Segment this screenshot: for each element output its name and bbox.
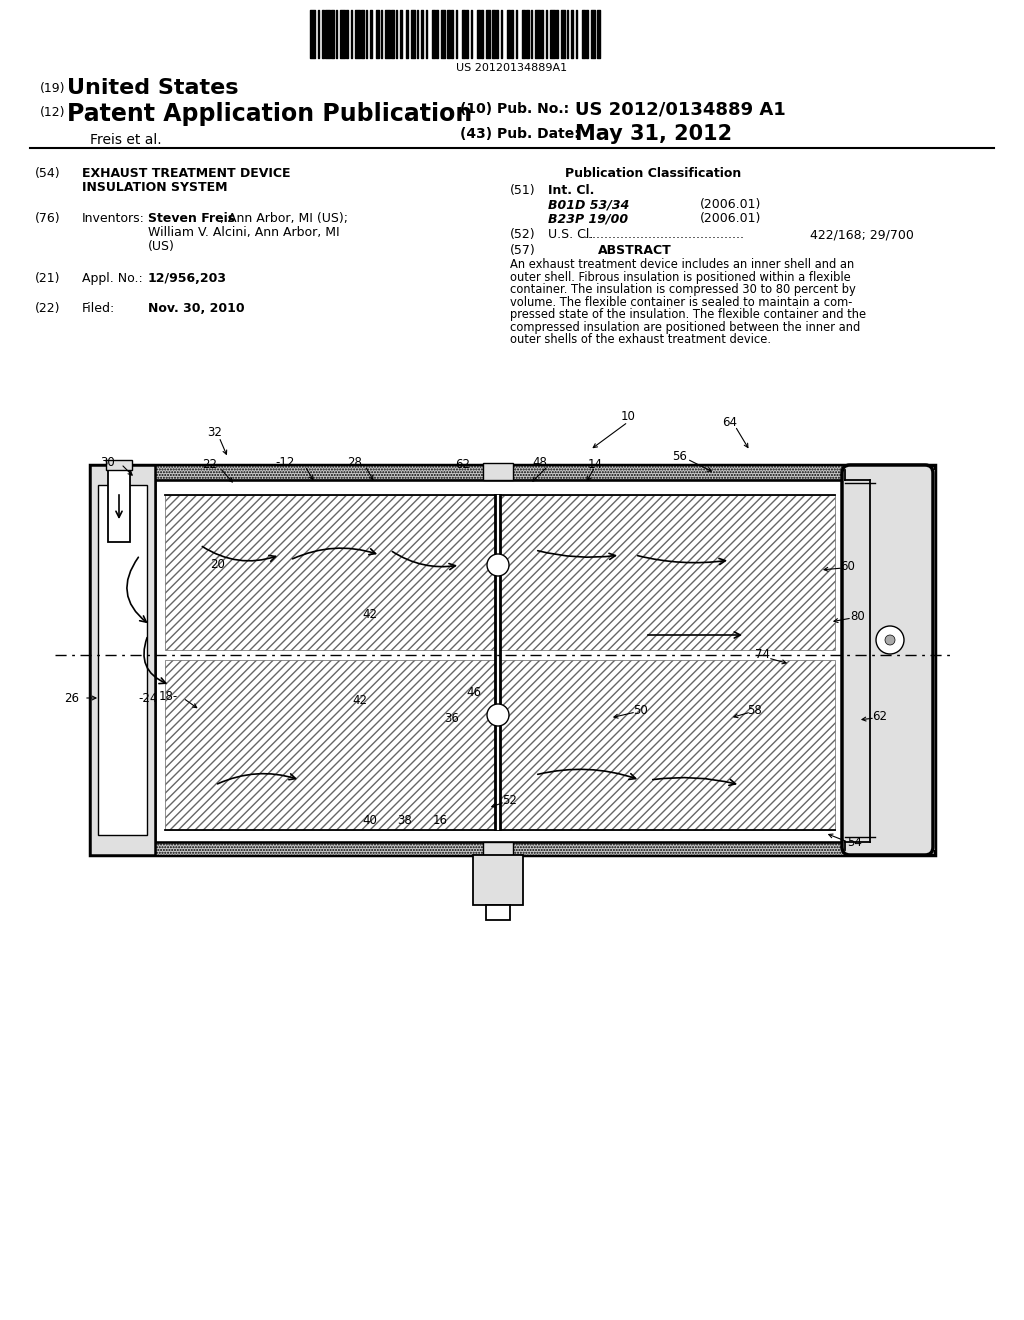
Text: outer shell. Fibrous insulation is positioned within a flexible: outer shell. Fibrous insulation is posit… — [510, 271, 851, 284]
Bar — [483, 842, 513, 857]
Text: 422/168; 29/700: 422/168; 29/700 — [810, 228, 913, 242]
Text: (19): (19) — [40, 82, 66, 95]
Bar — [165, 495, 835, 830]
FancyBboxPatch shape — [842, 465, 933, 855]
Text: 80: 80 — [851, 610, 865, 623]
Text: 14: 14 — [588, 458, 602, 470]
Text: Publication Classification: Publication Classification — [565, 168, 741, 180]
Text: 12/956,203: 12/956,203 — [148, 272, 227, 285]
Text: 62: 62 — [456, 458, 470, 470]
Text: U.S. Cl.: U.S. Cl. — [548, 228, 593, 242]
Text: ........................................: ........................................ — [580, 228, 744, 242]
Bar — [155, 842, 845, 855]
Text: 32: 32 — [208, 425, 222, 438]
Text: B23P 19/00: B23P 19/00 — [548, 213, 628, 224]
Text: -24: -24 — [138, 692, 158, 705]
Bar — [496, 495, 500, 830]
Text: compressed insulation are positioned between the inner and: compressed insulation are positioned bet… — [510, 321, 860, 334]
Text: -12: -12 — [275, 457, 295, 470]
Text: (2006.01): (2006.01) — [700, 198, 762, 211]
Bar — [483, 463, 513, 480]
Text: (US): (US) — [148, 240, 175, 253]
Text: 16: 16 — [432, 813, 447, 826]
Circle shape — [876, 626, 904, 653]
Bar — [165, 495, 498, 649]
Text: pressed state of the insulation. The flexible container and the: pressed state of the insulation. The fle… — [510, 308, 866, 321]
Text: 42: 42 — [352, 693, 368, 706]
Text: (22): (22) — [35, 302, 60, 315]
Text: Steven Freis: Steven Freis — [148, 213, 236, 224]
Bar — [165, 660, 498, 830]
Bar — [498, 660, 835, 830]
Text: (2006.01): (2006.01) — [700, 213, 762, 224]
Text: (51): (51) — [510, 183, 536, 197]
Text: 46: 46 — [467, 686, 481, 700]
Text: Nov. 30, 2010: Nov. 30, 2010 — [148, 302, 245, 315]
Text: (43) Pub. Date:: (43) Pub. Date: — [460, 127, 580, 141]
Text: Appl. No.:: Appl. No.: — [82, 272, 142, 285]
Text: 74: 74 — [755, 648, 769, 661]
Text: EXHAUST TREATMENT DEVICE: EXHAUST TREATMENT DEVICE — [82, 168, 291, 180]
Bar — [98, 484, 147, 836]
Text: (57): (57) — [510, 244, 536, 257]
Text: 60: 60 — [841, 561, 855, 573]
Text: William V. Alcini, Ann Arbor, MI: William V. Alcini, Ann Arbor, MI — [148, 226, 340, 239]
Text: volume. The flexible container is sealed to maintain a com-: volume. The flexible container is sealed… — [510, 296, 852, 309]
Text: US 20120134889A1: US 20120134889A1 — [457, 63, 567, 73]
Text: B01D 53/34: B01D 53/34 — [548, 198, 630, 211]
Text: 40: 40 — [362, 813, 378, 826]
Text: 28: 28 — [347, 457, 362, 470]
Text: (21): (21) — [35, 272, 60, 285]
Circle shape — [487, 554, 509, 576]
Text: 50: 50 — [633, 704, 647, 717]
Text: United States: United States — [67, 78, 239, 98]
Text: (52): (52) — [510, 228, 536, 242]
Text: 22: 22 — [203, 458, 217, 470]
Bar — [106, 459, 132, 470]
Bar — [486, 906, 510, 920]
Text: (54): (54) — [35, 168, 60, 180]
Text: 62: 62 — [872, 710, 888, 723]
Text: Patent Application Publication: Patent Application Publication — [67, 102, 472, 125]
Bar — [155, 465, 845, 480]
Text: US 2012/0134889 A1: US 2012/0134889 A1 — [575, 100, 785, 117]
Bar — [90, 465, 155, 855]
Text: 42: 42 — [362, 609, 378, 622]
Text: An exhaust treatment device includes an inner shell and an: An exhaust treatment device includes an … — [510, 257, 854, 271]
Text: 36: 36 — [444, 711, 460, 725]
Text: 20: 20 — [211, 558, 225, 572]
Text: 10: 10 — [621, 411, 636, 424]
Text: Filed:: Filed: — [82, 302, 116, 315]
Text: Int. Cl.: Int. Cl. — [548, 183, 594, 197]
Text: 38: 38 — [397, 813, 413, 826]
Text: (10) Pub. No.:: (10) Pub. No.: — [460, 102, 569, 116]
Text: 18-: 18- — [159, 690, 177, 704]
Text: 26: 26 — [65, 692, 80, 705]
Text: INSULATION SYSTEM: INSULATION SYSTEM — [82, 181, 227, 194]
Text: 48: 48 — [532, 457, 548, 470]
Bar — [845, 470, 935, 850]
Text: container. The insulation is compressed 30 to 80 percent by: container. The insulation is compressed … — [510, 282, 856, 296]
Text: ABSTRACT: ABSTRACT — [598, 244, 672, 257]
Bar — [473, 855, 523, 906]
Bar — [90, 465, 935, 855]
Text: 54: 54 — [848, 837, 862, 850]
Text: 52: 52 — [503, 793, 517, 807]
Text: 58: 58 — [748, 704, 763, 717]
Text: 64: 64 — [723, 416, 737, 429]
Text: May 31, 2012: May 31, 2012 — [575, 124, 732, 144]
Bar — [498, 495, 835, 649]
Text: Freis et al.: Freis et al. — [90, 133, 162, 147]
Text: (12): (12) — [40, 106, 66, 119]
Bar — [108, 470, 130, 543]
Text: (76): (76) — [35, 213, 60, 224]
Text: 30: 30 — [100, 455, 116, 469]
Text: Inventors:: Inventors: — [82, 213, 144, 224]
Circle shape — [885, 635, 895, 645]
Circle shape — [487, 704, 509, 726]
Text: outer shells of the exhaust treatment device.: outer shells of the exhaust treatment de… — [510, 333, 771, 346]
Text: 56: 56 — [673, 450, 687, 462]
Text: , Ann Arbor, MI (US);: , Ann Arbor, MI (US); — [220, 213, 348, 224]
